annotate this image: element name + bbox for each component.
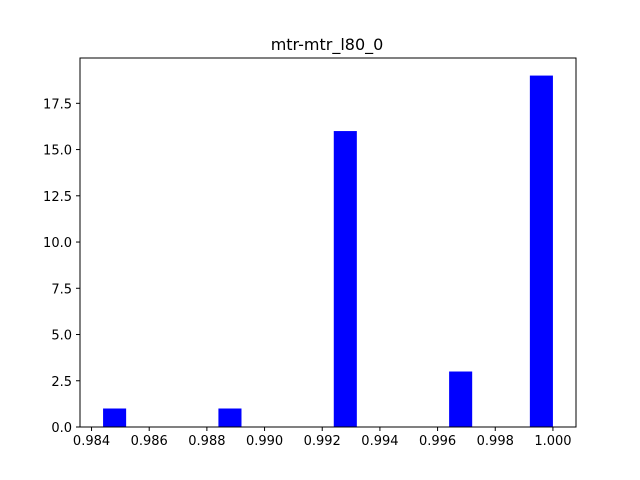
y-tick-label-5: 12.5 xyxy=(43,190,72,205)
x-axis-ticks: 0.984 0.986 0.988 0.990 0.992 0.994 0.996 0.998… xyxy=(73,427,572,449)
bars-layer xyxy=(103,75,553,428)
y-tick-label-3: 7.5 xyxy=(51,282,72,297)
chart-title: mtr-mtr_l80_0 xyxy=(271,35,384,55)
x-tick-label-7: 0.998 xyxy=(477,434,514,449)
y-tick-label-0: 0.0 xyxy=(51,421,72,436)
y-tick-label-1: 2.5 xyxy=(51,375,72,390)
bar-3 xyxy=(449,371,473,427)
x-tick-label-4: 0.992 xyxy=(304,434,341,449)
x-tick-label-2: 0.988 xyxy=(188,434,225,449)
bar-2 xyxy=(333,131,357,427)
x-tick-label-3: 0.990 xyxy=(246,434,283,449)
x-tick-label-1: 0.986 xyxy=(131,434,168,449)
x-tick-label-0: 0.984 xyxy=(73,434,110,449)
y-axis-ticks: 0.0 2.5 5.0 7.5 10.0 12.5 15.0 17.5 xyxy=(43,97,80,436)
y-tick-label-2: 5.0 xyxy=(51,329,72,344)
y-tick-label-6: 15.0 xyxy=(43,144,72,159)
x-tick-label-8: 1.000 xyxy=(534,434,571,449)
x-tick-label-5: 0.994 xyxy=(361,434,398,449)
bar-1 xyxy=(218,408,242,427)
x-tick-label-6: 0.996 xyxy=(419,434,456,449)
bar-4 xyxy=(529,75,553,428)
y-tick-label-4: 10.0 xyxy=(43,236,72,251)
y-tick-label-7: 17.5 xyxy=(43,97,72,112)
plot-frame xyxy=(79,57,577,428)
bar-0 xyxy=(103,408,127,427)
